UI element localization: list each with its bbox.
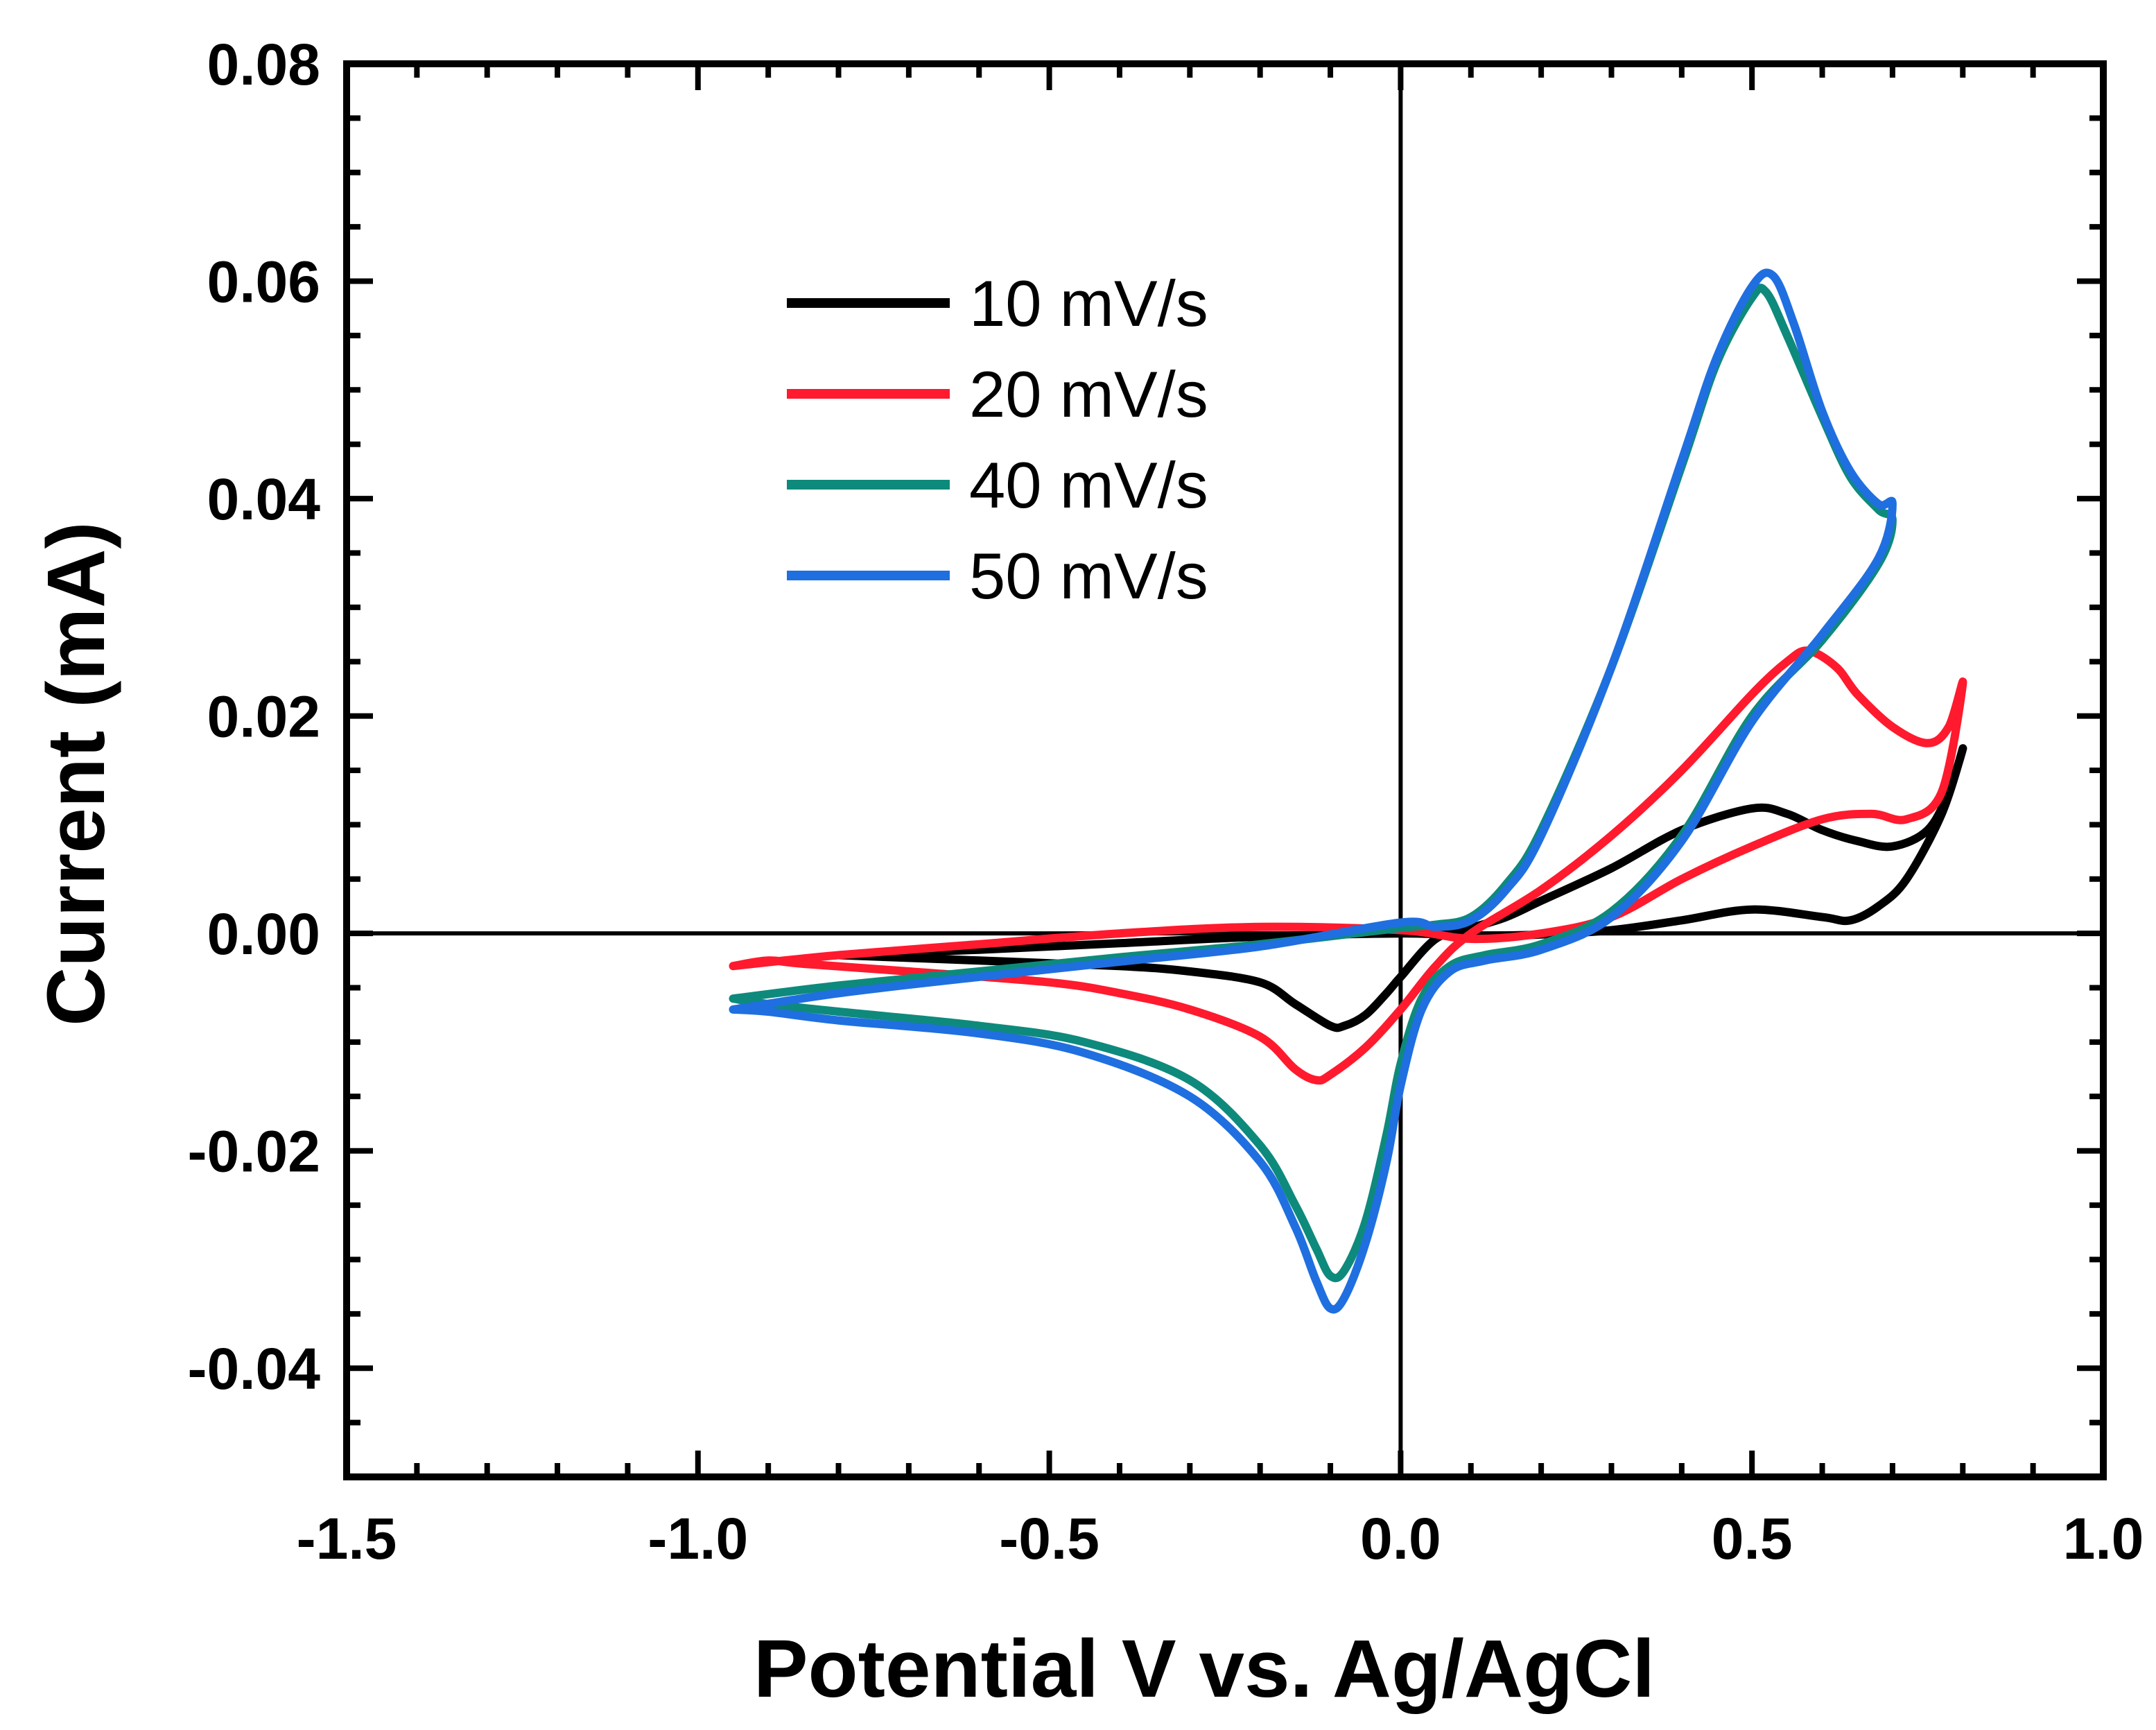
data-series [729,268,1967,1314]
series-line-4 [729,268,1897,1314]
reference-lines [347,64,2103,1477]
legend-label: 40 mV/s [969,449,1208,521]
tick-labels: -1.5 -1.0 -0.5 0.0 0.5 1.0 -0.04 -0.02 0.00 0.02 0… [188,32,2144,1571]
y-tick-label: -0.02 [188,1119,320,1184]
y-tick-label: 0.02 [207,684,321,750]
x-tick-label: -0.5 [999,1506,1099,1571]
x-tick-label: -1.5 [297,1506,397,1571]
y-tick-label: 0.08 [207,32,321,97]
legend-label: 20 mV/s [969,358,1208,431]
y-tick-label: 0.04 [207,467,321,532]
legend-label: 10 mV/s [969,267,1208,340]
axis-ticks [344,61,2106,1480]
x-axis-label: Potential V vs. Ag/AgCl [754,1623,1655,1715]
x-tick-label: -1.0 [647,1506,748,1571]
y-axis-label: Current (mA) [31,521,122,1026]
series-line-2 [729,646,1967,1085]
legend-label: 50 mV/s [969,539,1208,612]
y-tick-label: 0.00 [207,901,321,967]
legend: 10 mV/s 20 mV/s 40 mV/s 50 mV/s [787,267,1208,612]
x-tick-label: 0.5 [1712,1506,1793,1571]
x-tick-label: 1.0 [2063,1506,2144,1571]
x-tick-label: 0.0 [1360,1506,1441,1571]
plot-frame [343,60,2107,1480]
y-tick-label: 0.06 [207,250,321,315]
y-tick-label: -0.04 [188,1336,321,1401]
